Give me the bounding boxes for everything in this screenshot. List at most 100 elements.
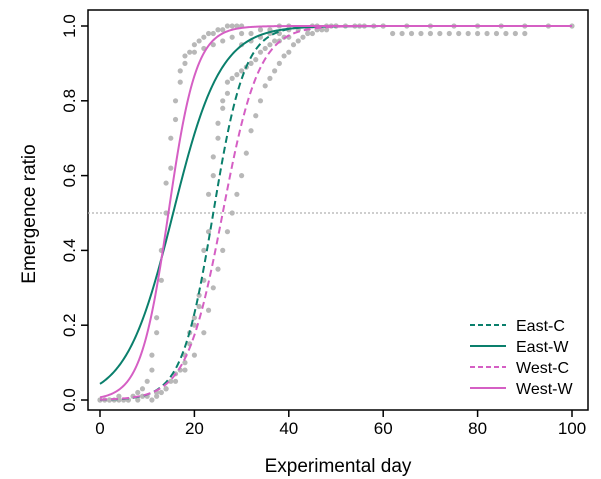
observation-point [182, 367, 188, 373]
observation-point [168, 165, 174, 171]
observation-point [224, 229, 231, 235]
observation-point [149, 367, 155, 373]
observation-point [139, 386, 146, 392]
observation-point [399, 30, 405, 37]
observation-point [522, 30, 528, 37]
observation-point [177, 68, 183, 74]
observation-point [106, 397, 113, 403]
x-tick-label: 0 [95, 419, 104, 438]
observation-point [220, 38, 226, 44]
observation-point [234, 191, 240, 197]
observation-point [229, 34, 235, 40]
observation-point [215, 266, 221, 272]
observation-point [224, 90, 231, 96]
observation-point [272, 38, 278, 44]
observation-point [116, 393, 122, 399]
observation-point [149, 352, 155, 358]
observation-point [253, 113, 259, 119]
observation-point [154, 315, 160, 321]
observation-point [220, 98, 226, 104]
observation-point [408, 30, 415, 37]
y-tick-label: 0.4 [60, 239, 79, 263]
observation-point [493, 30, 500, 37]
observation-point [172, 116, 179, 123]
observation-point [512, 30, 518, 37]
observation-point [257, 98, 264, 104]
observation-point [290, 42, 297, 48]
x-axis-title: Experimental day [265, 456, 412, 477]
observation-point [267, 75, 273, 81]
observation-point [257, 49, 264, 55]
legend: East-C East-W West-C West-W [470, 318, 573, 398]
observation-point [154, 330, 160, 336]
observation-point [205, 30, 212, 37]
observation-point [205, 307, 212, 313]
observation-point [257, 27, 264, 33]
legend-label-east-w: East-W [516, 339, 569, 356]
legend-label-west-c: West-C [516, 360, 569, 377]
observation-point [224, 23, 231, 29]
observation-point [210, 42, 216, 48]
observation-point [248, 128, 254, 134]
observation-point [172, 378, 179, 384]
observation-point [262, 45, 268, 52]
observation-point [149, 397, 155, 403]
observation-point [475, 30, 481, 37]
observation-point [243, 150, 249, 156]
observation-point [191, 315, 197, 321]
observation-point [205, 229, 212, 235]
observation-point [229, 75, 235, 81]
observation-point [446, 30, 452, 37]
observation-point [168, 135, 174, 141]
observation-point [390, 30, 396, 37]
observation-point [191, 352, 197, 358]
x-tick-label: 100 [558, 419, 586, 438]
observation-point [154, 393, 160, 399]
observation-point [215, 27, 221, 33]
legend-label-west-w: West-W [516, 381, 573, 398]
observation-point [300, 34, 306, 40]
y-tick-label: 0.0 [60, 388, 79, 412]
observation-point [191, 322, 197, 328]
observation-point [172, 98, 179, 104]
observation-point [248, 60, 254, 66]
observation-point [220, 27, 226, 33]
observation-point [158, 389, 164, 396]
observation-point [234, 23, 240, 29]
y-tick-label: 0.6 [60, 164, 79, 188]
observation-point [276, 60, 282, 66]
observation-point [182, 360, 188, 366]
y-tick-label: 1.0 [60, 14, 79, 38]
observation-point [224, 79, 231, 85]
observation-point [281, 53, 287, 59]
x-tick-label: 60 [374, 419, 393, 438]
observation-point [182, 53, 188, 59]
observation-point [503, 30, 509, 37]
y-axis-title: Emergence ratio [19, 144, 40, 283]
observation-point [191, 49, 197, 55]
fit-curves-group [99, 25, 572, 401]
observation-point [248, 30, 254, 37]
observations-group [97, 23, 575, 403]
observation-point [234, 72, 240, 78]
observation-point [201, 247, 207, 253]
observation-point [215, 120, 221, 126]
x-tick-label: 20 [185, 419, 204, 438]
observation-point [465, 30, 471, 37]
observation-point [239, 173, 245, 179]
observation-point [210, 173, 216, 179]
x-tick-label: 40 [279, 419, 298, 438]
observation-point [267, 42, 273, 48]
legend-label-east-c: East-C [516, 318, 565, 335]
observation-point [163, 180, 169, 186]
observation-point [163, 386, 169, 392]
observation-point [295, 38, 301, 44]
observation-point [456, 30, 462, 37]
observation-point [210, 30, 216, 37]
observation-point [196, 38, 202, 44]
observation-point [201, 34, 207, 40]
observation-point [135, 397, 141, 403]
observation-point [229, 23, 235, 29]
observation-point [220, 247, 226, 253]
